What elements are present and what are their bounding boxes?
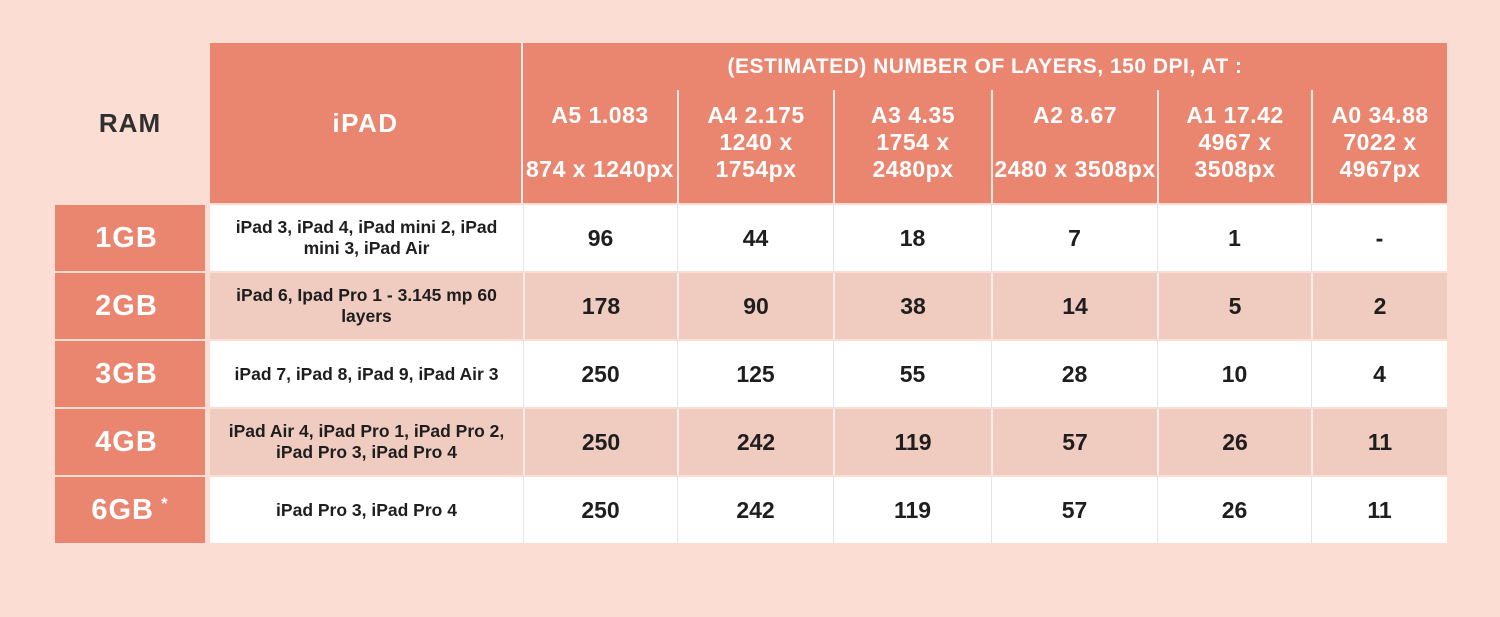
size-label: A1 17.42 (1186, 102, 1284, 128)
device-list: iPad 6, Ipad Pro 1 - 3.145 mp 60 layers (236, 285, 497, 326)
ram-cell-6gb: 6GB * (55, 477, 205, 543)
ram-value: 4GB (95, 425, 158, 458)
device-list: iPad Pro 3, iPad Pro 4 (276, 499, 457, 520)
layer-count: 11 (1311, 409, 1447, 475)
layer-count: 28 (991, 341, 1157, 407)
table-title: (ESTIMATED) NUMBER OF LAYERS, 150 DPI, A… (727, 54, 1243, 78)
size-pixels: 1754 x 2480px (872, 129, 954, 182)
ram-cell-1gb: 1GB (55, 205, 205, 271)
size-pixels: 7022 x 4967px (1339, 129, 1421, 182)
size-label: A3 4.35 (870, 102, 956, 128)
layer-count: 125 (677, 341, 833, 407)
size-header-a5: A5 1.083 874 x 1240px (523, 90, 677, 203)
device-list: iPad 7, iPad 8, iPad 9, iPad Air 3 (234, 363, 499, 384)
layer-count: 44 (677, 205, 833, 271)
size-header-a3: A3 4.35 1754 x 2480px (833, 90, 991, 203)
size-columns-row: A5 1.083 874 x 1240px A4 2.175 1240 x 17… (523, 90, 1447, 203)
layer-count: 119 (833, 477, 991, 543)
ram-column-header: RAM (98, 107, 162, 138)
layer-count: 5 (1157, 273, 1311, 339)
size-header-a1: A1 17.42 4967 x 3508px (1157, 90, 1311, 203)
table-header: iPAD (ESTIMATED) NUMBER OF LAYERS, 150 D… (210, 43, 1447, 203)
table-row: iPad Air 4, iPad Pro 1, iPad Pro 2, iPad… (210, 409, 1447, 475)
layer-count: 90 (677, 273, 833, 339)
layer-count: 1 (1157, 205, 1311, 271)
size-pixels: 2480 x 3508px (994, 156, 1156, 182)
table-row: iPad 7, iPad 8, iPad 9, iPad Air 3 250 1… (210, 341, 1447, 407)
layer-count: 250 (523, 409, 677, 475)
ram-value: 3GB (95, 357, 158, 390)
layer-count: 242 (677, 477, 833, 543)
layer-count: 250 (523, 341, 677, 407)
layer-count: 26 (1157, 477, 1311, 543)
layer-count: 119 (833, 409, 991, 475)
ram-column: RAM 1GB 2GB 3GB 4GB 6GB * (55, 43, 205, 543)
size-label: A0 34.88 (1331, 102, 1429, 128)
device-list: iPad 3, iPad 4, iPad mini 2, iPad mini 3… (235, 217, 498, 258)
layer-count: 55 (833, 341, 991, 407)
sizes-header-block: (ESTIMATED) NUMBER OF LAYERS, 150 DPI, A… (521, 43, 1447, 203)
layer-count: 38 (833, 273, 991, 339)
ipad-column-header: iPAD (332, 107, 399, 138)
layer-count: 2 (1311, 273, 1447, 339)
layer-count: 10 (1157, 341, 1311, 407)
ram-cell-2gb: 2GB (55, 273, 205, 339)
layer-count: 250 (523, 477, 677, 543)
ram-value: 6GB (91, 493, 154, 526)
size-header-a0: A0 34.88 7022 x 4967px (1311, 90, 1447, 203)
table-row: iPad 3, iPad 4, iPad mini 2, iPad mini 3… (210, 205, 1447, 271)
layer-count: 26 (1157, 409, 1311, 475)
layer-count: 18 (833, 205, 991, 271)
layer-count: - (1311, 205, 1447, 271)
layer-count: 57 (991, 477, 1157, 543)
layers-table: RAM 1GB 2GB 3GB 4GB 6GB * iPAD (ESTIMATED… (55, 43, 1447, 543)
size-label: A4 2.175 (707, 102, 805, 128)
layer-count: 14 (991, 273, 1157, 339)
main-table: iPAD (ESTIMATED) NUMBER OF LAYERS, 150 D… (210, 43, 1447, 543)
ram-cell-3gb: 3GB (55, 341, 205, 407)
ram-value: 1GB (95, 221, 158, 254)
layer-count: 4 (1311, 341, 1447, 407)
ram-value: 2GB (95, 289, 158, 322)
layer-count: 178 (523, 273, 677, 339)
device-list: iPad Air 4, iPad Pro 1, iPad Pro 2, iPad… (228, 421, 505, 462)
size-pixels: 4967 x 3508px (1194, 129, 1276, 182)
layer-count: 11 (1311, 477, 1447, 543)
layer-count: 96 (523, 205, 677, 271)
layer-count: 57 (991, 409, 1157, 475)
size-label: A5 1.083 (551, 102, 649, 128)
ram-cell-4gb: 4GB (55, 409, 205, 475)
layer-count: 7 (991, 205, 1157, 271)
table-row: iPad Pro 3, iPad Pro 4 250 242 119 57 26… (210, 477, 1447, 543)
size-pixels: 1240 x 1754px (715, 129, 797, 182)
size-header-a2: A2 8.67 2480 x 3508px (991, 90, 1157, 203)
size-header-a4: A4 2.175 1240 x 1754px (677, 90, 833, 203)
asterisk-note: * (161, 494, 169, 513)
table-row: iPad 6, Ipad Pro 1 - 3.145 mp 60 layers … (210, 273, 1447, 339)
size-pixels: 874 x 1240px (526, 156, 674, 182)
layer-count: 242 (677, 409, 833, 475)
size-label: A2 8.67 (1032, 102, 1118, 128)
